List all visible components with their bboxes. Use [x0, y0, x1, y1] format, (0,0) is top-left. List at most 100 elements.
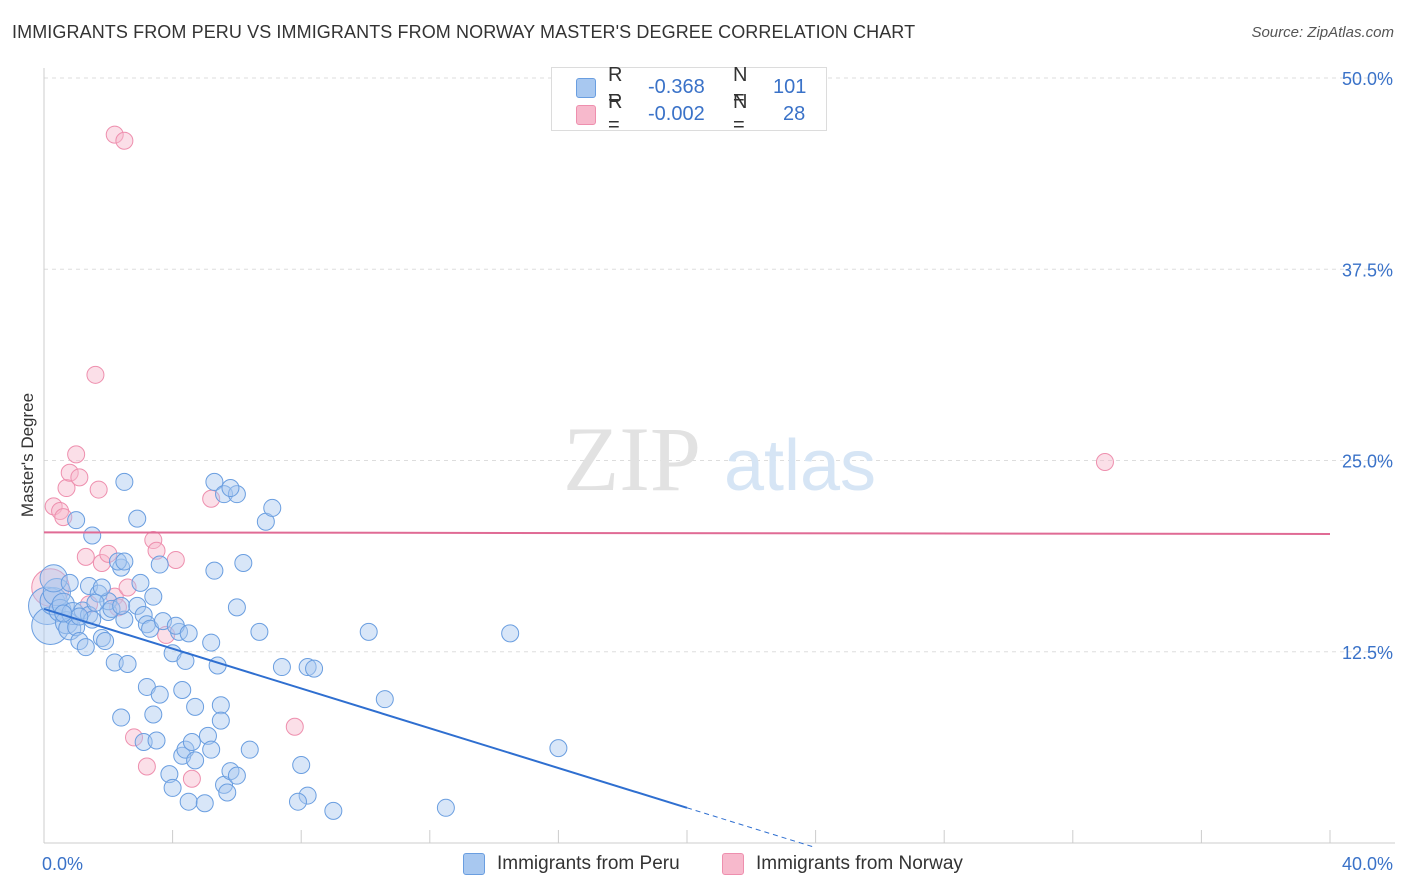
peru-point [96, 632, 115, 651]
peru-point [288, 792, 307, 811]
norway-point [60, 463, 79, 482]
norway-point [137, 757, 156, 776]
legend-peru-swatch [463, 853, 485, 875]
peru-point [128, 596, 147, 615]
norway-n-value: 28 [783, 102, 806, 125]
peru-point [436, 798, 455, 817]
peru-point [292, 755, 311, 774]
peru-point [375, 690, 394, 709]
peru-point [211, 711, 230, 730]
peru-point [76, 638, 95, 657]
peru-point [179, 624, 198, 643]
peru-r-label: R = [608, 64, 623, 109]
peru-point [227, 766, 246, 785]
trend-lines [43, 531, 1331, 849]
norway-r-label: R = [608, 91, 623, 136]
peru-point [227, 598, 246, 617]
peru-point [298, 786, 317, 805]
peru-point [112, 708, 131, 727]
y-tick-label: 25.0% [1342, 452, 1393, 472]
correlation-stats-box: R = -0.368 N = 101 R = -0.002 N = 28 [551, 64, 827, 136]
peru-point [211, 696, 230, 715]
peru-point [39, 564, 68, 593]
y-tick-label: 37.5% [1342, 260, 1393, 280]
watermark-zip: ZIP [563, 408, 701, 510]
peru-point [60, 573, 79, 592]
peru-point [195, 794, 214, 813]
norway-point [1095, 453, 1114, 472]
peru-point [134, 733, 153, 752]
x-tick-label: 40.0% [1342, 854, 1393, 874]
norway-point [115, 131, 134, 150]
peru-point [86, 593, 105, 612]
y-tick-label: 50.0% [1342, 69, 1393, 89]
peru-point [102, 599, 121, 618]
peru-point [250, 622, 269, 641]
peru-point [221, 762, 240, 781]
norway-n-label: N = [733, 91, 748, 136]
peru-point [54, 604, 73, 623]
peru-point [115, 552, 134, 571]
peru-point [205, 561, 224, 580]
norway-point [92, 554, 111, 573]
peru-point [80, 576, 99, 595]
norway-point [70, 468, 89, 487]
norway-point [67, 445, 86, 464]
peru-point [131, 573, 150, 592]
peru-point [202, 633, 221, 652]
peru-point [42, 577, 71, 607]
peru-point [272, 658, 291, 677]
peru-point [128, 509, 147, 528]
norway-point [105, 125, 124, 144]
norway-swatch [576, 105, 596, 125]
peru-point [115, 472, 134, 491]
legend-norway-label: Immigrants from Norway [756, 853, 963, 874]
peru-point [221, 479, 240, 498]
peru-point [501, 624, 520, 643]
peru-point [147, 731, 166, 750]
norway-r-value: -0.002 [648, 102, 705, 125]
peru-point [218, 783, 237, 802]
peru-point [163, 778, 182, 797]
peru-point [31, 606, 70, 645]
peru-point [186, 751, 205, 770]
peru-point [324, 801, 343, 820]
legend-norway-swatch [722, 853, 744, 875]
norway-point [86, 365, 105, 384]
peru-point [112, 596, 131, 615]
peru-point [173, 681, 192, 699]
peru-trend-line [43, 607, 688, 809]
peru-point [549, 739, 568, 758]
norway-point [76, 547, 95, 566]
source-note: Source: ZipAtlas.com [1251, 24, 1394, 41]
y-tick-label: 12.5% [1342, 643, 1393, 663]
peru-point [179, 792, 198, 811]
norway-point [57, 479, 76, 498]
peru-point [160, 765, 179, 784]
peru-n-label: N = [733, 64, 748, 109]
peru-point [298, 658, 317, 677]
peru-point [182, 733, 201, 752]
peru-point [359, 622, 378, 641]
peru-point [92, 578, 111, 597]
peru-point [105, 653, 124, 672]
peru-point [186, 697, 205, 716]
peru-trend-extension [686, 807, 816, 849]
peru-point [118, 654, 137, 673]
norway-point [166, 550, 185, 569]
norway-point [285, 717, 304, 736]
norway-point [182, 769, 201, 788]
legend-item-norway[interactable]: Immigrants from Norway [722, 852, 963, 876]
legend-item-peru[interactable]: Immigrants from Peru [463, 852, 680, 876]
norway-point [125, 728, 144, 747]
chart-title: IMMIGRANTS FROM PERU VS IMMIGRANTS FROM … [12, 22, 916, 42]
peru-r-value: -0.368 [648, 75, 705, 98]
peru-point [92, 628, 111, 647]
peru-point [108, 552, 127, 571]
tick-labels: 12.5% 25.0% 37.5% 50.0% 0.0% 40.0% [42, 69, 1393, 874]
axes [43, 68, 1395, 844]
watermark: ZIP atlas [563, 408, 876, 510]
x-tick-label: 0.0% [42, 854, 83, 874]
peru-point [263, 498, 282, 517]
